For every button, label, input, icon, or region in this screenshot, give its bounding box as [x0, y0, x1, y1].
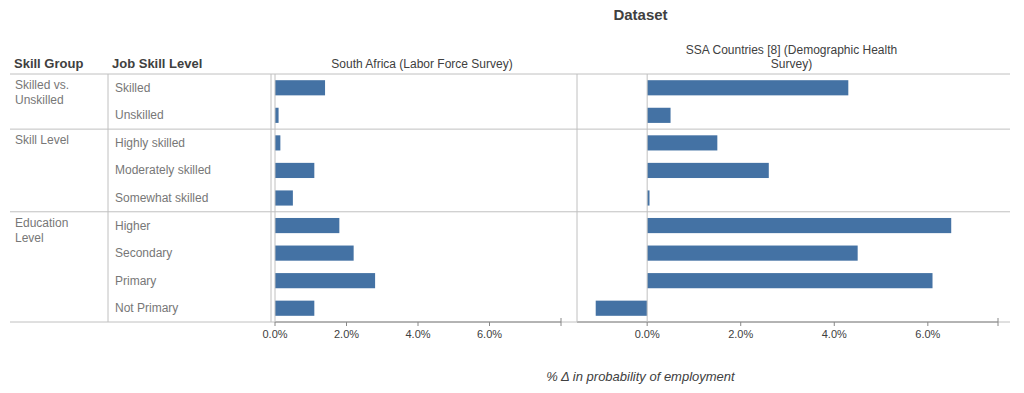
bars: [275, 80, 375, 316]
tick-mark: [346, 322, 347, 326]
bar: [647, 163, 769, 178]
text-line: SSA Countries [8] (Demographic Health: [686, 43, 897, 57]
range-start-line: [577, 74, 578, 322]
bar: [647, 135, 717, 150]
text-line: Education: [15, 216, 68, 230]
category-label: Skilled: [115, 81, 150, 95]
axis-line: [577, 322, 998, 323]
background: [0, 0, 1024, 393]
text-line: South Africa (Labor Force Survey): [331, 57, 512, 71]
section-separator: [10, 211, 1010, 212]
bar: [647, 246, 858, 261]
table-rule: [573, 322, 1010, 323]
bar: [275, 301, 314, 316]
column-header: Skill Group: [14, 56, 83, 71]
category-label: Highly skilled: [115, 136, 185, 150]
tick-label: 2.0%: [334, 328, 359, 340]
bar: [275, 273, 375, 288]
table-rule: [108, 322, 271, 323]
text-line: Unskilled: [15, 93, 64, 107]
category-label: Not Primary: [115, 301, 178, 315]
title: Dataset: [613, 6, 667, 23]
column-border: [271, 74, 272, 322]
bar: [275, 135, 280, 150]
tick-label: 4.0%: [405, 328, 430, 340]
category-label: Primary: [115, 274, 156, 288]
bar: [275, 80, 325, 95]
tick-label: 6.0%: [477, 328, 502, 340]
group-label: Skill Level: [15, 133, 69, 147]
column-header: Job Skill Level: [112, 56, 202, 71]
text-line: Level: [15, 231, 44, 245]
category-label: Higher: [115, 219, 150, 233]
bar: [647, 218, 951, 233]
tick-mark: [275, 322, 276, 326]
range-start-line: [275, 74, 276, 322]
x-axis-label: % Δ in probability of employment: [546, 369, 736, 384]
tick-mark: [489, 322, 490, 326]
tick-label: 0.0%: [262, 328, 287, 340]
tick-mark: [418, 322, 419, 326]
category-label: Somewhat skilled: [115, 191, 208, 205]
bar: [275, 163, 314, 178]
chart-root: Dataset Skill Group Job Skill Level South A…: [0, 0, 1024, 393]
range-end-mark: [998, 318, 999, 326]
tick-mark: [834, 322, 835, 326]
group-label: EducationLevel: [15, 216, 68, 245]
section-separator: [10, 129, 1010, 130]
range-end-mark: [561, 318, 562, 326]
text-line: Skilled vs.: [15, 78, 69, 92]
column-border: [108, 74, 109, 322]
panel-header: SSA Countries [8] (Demographic HealthSur…: [686, 43, 897, 71]
header-rule: [10, 74, 1010, 75]
tick-label: 0.0%: [635, 328, 660, 340]
bars: [596, 80, 952, 316]
category-label: Secondary: [115, 246, 172, 260]
bar: [647, 80, 848, 95]
tick-label: 4.0%: [822, 328, 847, 340]
table-rule: [271, 322, 573, 323]
panel-header: South Africa (Labor Force Survey): [331, 57, 512, 71]
bar: [275, 246, 354, 261]
tick-label: 6.0%: [915, 328, 940, 340]
zero-line: [647, 74, 648, 322]
tick-mark: [647, 322, 648, 326]
tick-mark: [927, 322, 928, 326]
group-label: Skilled vs.Unskilled: [15, 78, 69, 107]
tick-label: 2.0%: [728, 328, 753, 340]
bar: [275, 108, 279, 123]
text-line: Skill Level: [15, 133, 69, 147]
table-rule: [10, 322, 108, 323]
bar: [275, 218, 339, 233]
text-line: Survey): [771, 57, 812, 71]
tick-mark: [740, 322, 741, 326]
bar: [275, 190, 293, 205]
category-label: Unskilled: [115, 108, 164, 122]
bar: [596, 301, 647, 316]
bar: [647, 108, 670, 123]
bar: [647, 273, 932, 288]
category-label: Moderately skilled: [115, 163, 211, 177]
